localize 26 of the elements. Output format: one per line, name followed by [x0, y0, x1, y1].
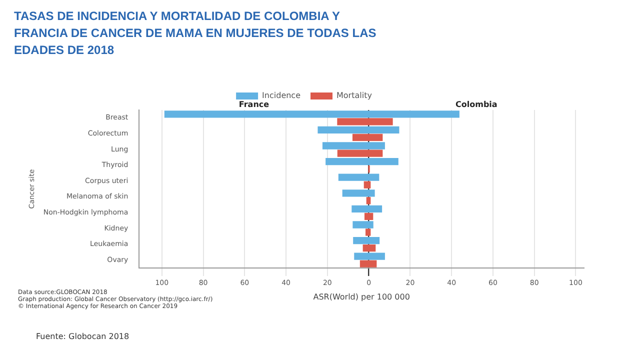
- bar: [338, 174, 380, 181]
- text: France: [238, 100, 270, 110]
- bar: [360, 260, 377, 268]
- bar: [364, 181, 371, 188]
- chart-title: TASAS DE INCIDENCIA Y MORTALIDAD DE COLOMBIA Y FRANCIA DE CANCER DE MAMA EN MUJERES DE TODAS LAS EDADES DE 2018: [14, 8, 378, 59]
- bar: [366, 228, 371, 236]
- bar: [318, 126, 400, 134]
- bar: [326, 158, 398, 166]
- bar: [352, 134, 383, 142]
- bar: [362, 244, 376, 252]
- legend-label: Mortality: [336, 91, 372, 100]
- bar: [354, 252, 385, 260]
- bar: [353, 236, 380, 244]
- bar: [352, 221, 374, 228]
- source-note: Fuente: Globocan 2018: [36, 332, 130, 341]
- legend-label: Incidence: [262, 91, 301, 100]
- bar: [164, 110, 460, 118]
- bar: [322, 142, 385, 150]
- text: Colombia: [456, 100, 498, 110]
- bar: [352, 205, 382, 213]
- bar: [342, 190, 375, 197]
- x-axis-title: ASR(World) per 100 000: [313, 292, 410, 302]
- bar: [337, 118, 393, 126]
- bar: [366, 197, 371, 204]
- bar: [364, 212, 374, 220]
- bar: [337, 150, 383, 157]
